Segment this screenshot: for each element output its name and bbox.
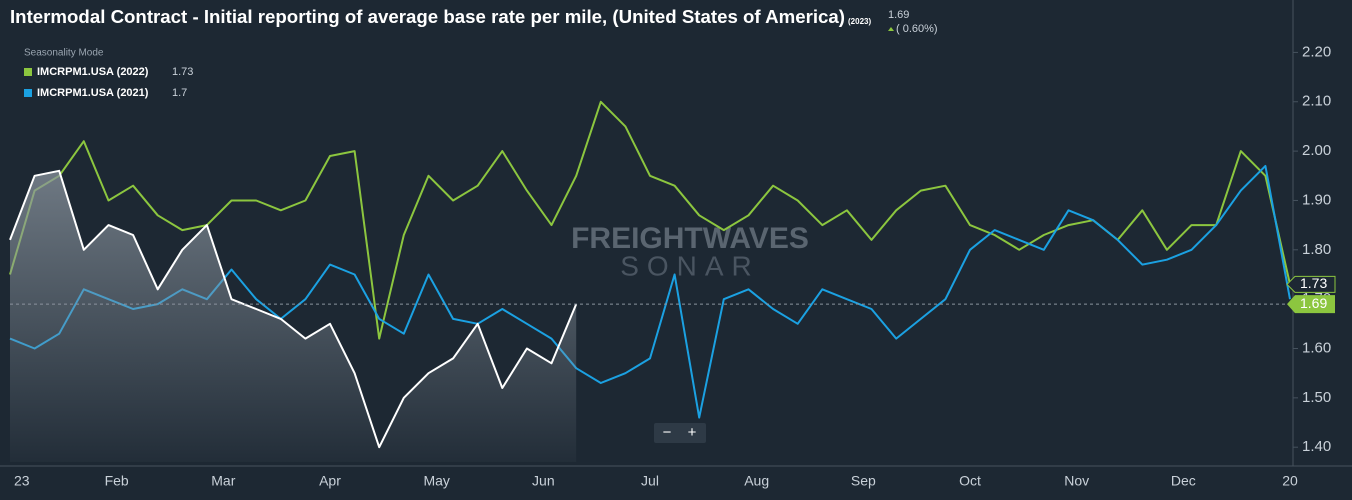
- watermark-text: SONAR: [620, 250, 760, 281]
- y-tick-label: 2.00: [1302, 142, 1331, 159]
- watermark-text: FREIGHTWAVES: [571, 222, 809, 255]
- legend-swatch: [24, 89, 32, 97]
- zoom-in[interactable]: +: [688, 424, 697, 441]
- legend-swatch: [24, 68, 32, 76]
- x-tick-label: Dec: [1171, 473, 1196, 489]
- badge: [1287, 295, 1335, 314]
- x-tick-label: Jun: [532, 473, 555, 489]
- y-tick-label: 1.50: [1302, 389, 1331, 406]
- badge: [1286, 275, 1336, 293]
- x-tick-label: Jul: [641, 473, 659, 489]
- x-tick-label: Nov: [1064, 473, 1089, 489]
- y-tick-label: 2.20: [1302, 43, 1331, 60]
- zoom-box: [654, 423, 706, 443]
- y-tick-label: 1.60: [1302, 339, 1331, 356]
- x-tick-label: 23: [14, 473, 30, 489]
- legend-value: 1.73: [172, 66, 193, 78]
- legend-label: IMCRPM1.USA (2021): [37, 87, 149, 99]
- line: [9, 169, 578, 449]
- current-value: 1.69: [888, 9, 909, 21]
- plot: [9, 100, 1291, 463]
- x-tick-label: May: [423, 473, 449, 489]
- x-tick-label: Mar: [211, 473, 235, 489]
- legend-value: 1.7: [172, 87, 187, 99]
- x-tick-label: Aug: [744, 473, 769, 489]
- zoom-out[interactable]: −: [663, 424, 672, 441]
- change: ( 0.60%): [896, 23, 938, 35]
- y-tick-label: 1.80: [1302, 241, 1331, 258]
- legend-label: IMCRPM1.USA (2022): [37, 66, 149, 78]
- badge-label: 1.69: [1300, 295, 1327, 311]
- chart-title: Intermodal Contract - Initial reporting …: [10, 7, 845, 27]
- change-arrow: [888, 27, 894, 31]
- y-tick-label: 1.40: [1302, 438, 1331, 455]
- x-tick-label: Feb: [105, 473, 129, 489]
- area: [10, 170, 577, 463]
- x-tick-label: 20: [1282, 473, 1298, 489]
- y-tick-label: 1.90: [1302, 191, 1331, 208]
- title-year: (2023): [848, 17, 871, 26]
- zoom-controls: − +: [654, 423, 706, 443]
- y-tick-label: 2.10: [1302, 93, 1331, 110]
- x-tick-label: Oct: [959, 473, 981, 489]
- x-tick-label: Apr: [319, 473, 341, 489]
- badge-label: 1.73: [1300, 275, 1327, 291]
- legend-title: Seasonality Mode: [24, 48, 104, 59]
- line: [9, 100, 1291, 340]
- x-tick-label: Sep: [851, 473, 876, 489]
- watermark: FREIGHTWAVES SONAR: [571, 222, 809, 281]
